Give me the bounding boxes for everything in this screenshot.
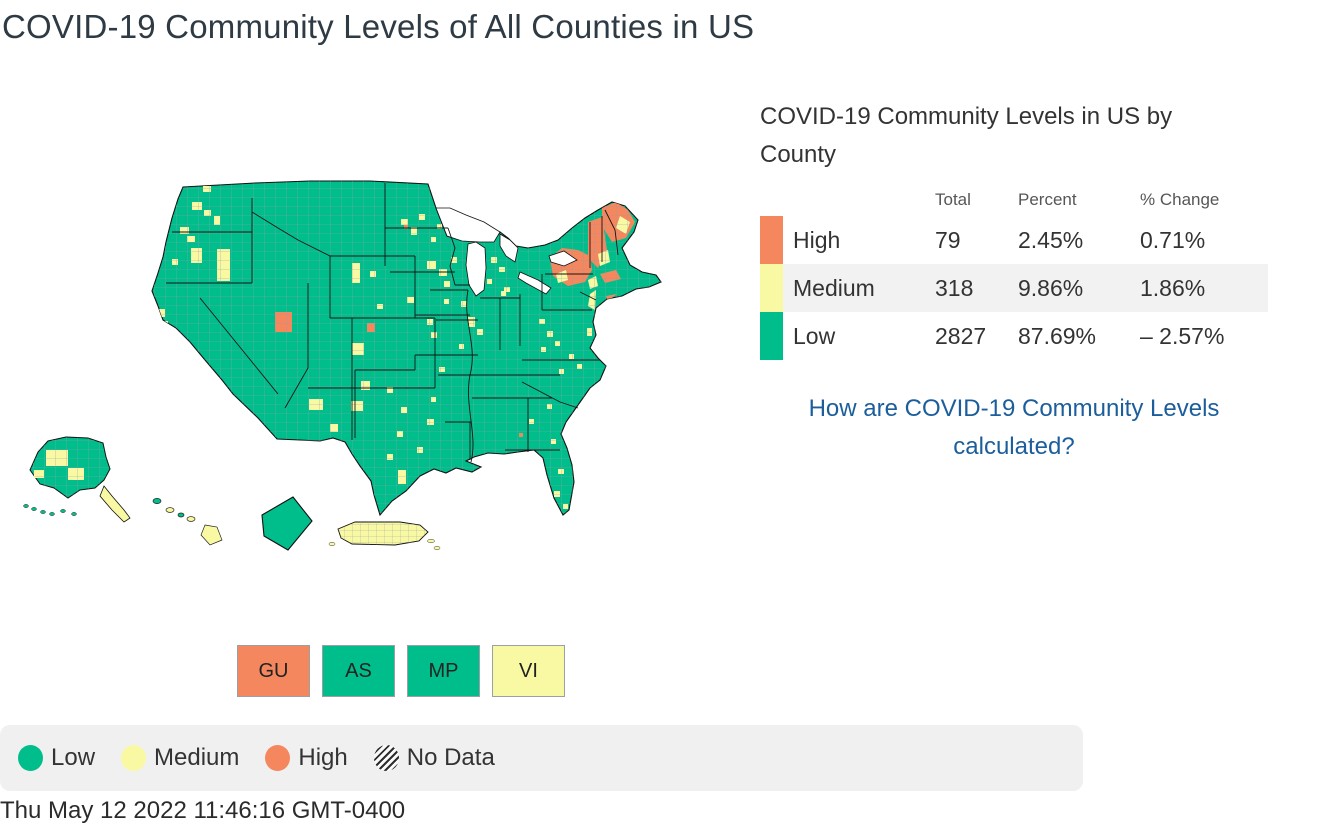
legend-item-medium: Medium <box>121 744 239 772</box>
table-row-medium: Medium 318 9.86% 1.86% <box>760 264 1268 312</box>
legend-label: No Data <box>406 744 495 771</box>
row-change: – 2.57% <box>1140 322 1225 349</box>
legend-label: Medium <box>154 744 240 771</box>
timestamp: Thu May 12 2022 11:46:16 GMT-0400 <box>0 797 406 824</box>
row-change: 1.86% <box>1140 264 1268 312</box>
legend-label: Low <box>51 744 96 771</box>
state-borders <box>166 183 619 463</box>
hawaii-region[interactable] <box>152 498 223 546</box>
territory-box-vi[interactable]: VI <box>492 645 565 697</box>
level-swatch-low <box>760 312 783 360</box>
legend-item-nodata: No Data <box>373 744 495 772</box>
table-row-high: High 79 2.45% 0.71% <box>760 216 1268 264</box>
dc-region[interactable] <box>261 496 313 551</box>
puerto-rico-region[interactable] <box>328 521 441 551</box>
table-header-row: Total Percent % Change <box>760 184 1268 216</box>
summary-panel: COVID-19 Community Levels in US by Count… <box>760 98 1268 360</box>
row-change: 0.71% <box>1140 226 1206 253</box>
aleutian-islands <box>23 504 77 516</box>
row-percent: 87.69% <box>1018 322 1097 349</box>
legend-item-low: Low <box>18 744 95 772</box>
territory-box-as[interactable]: AS <box>322 645 395 697</box>
map-legend: Low Medium High No Data <box>0 725 1083 791</box>
row-label: Low <box>793 322 836 349</box>
alaska-region[interactable] <box>23 436 131 523</box>
high-circle-icon <box>265 745 291 771</box>
col-header-percent: Percent <box>1018 190 1077 209</box>
col-header-total: Total <box>935 190 971 209</box>
row-total: 79 <box>935 226 961 253</box>
territory-box-gu[interactable]: GU <box>237 645 310 697</box>
hatched-circle-icon <box>373 745 399 771</box>
territory-box-mp[interactable]: MP <box>407 645 480 697</box>
table-row-low: Low 2827 87.69% – 2.57% <box>760 312 1268 360</box>
row-percent: 2.45% <box>1018 226 1084 253</box>
row-total: 2827 <box>935 322 987 349</box>
great-lakes <box>435 207 578 297</box>
low-circle-icon <box>18 745 43 771</box>
territory-boxes: GU AS MP VI <box>237 645 565 697</box>
legend-item-high: High <box>265 744 348 772</box>
page-title: COVID-19 Community Levels of All Countie… <box>2 8 755 45</box>
levels-table: Total Percent % Change High 79 2.45% 0.7… <box>760 184 1268 360</box>
community-levels-calculated-link[interactable]: How are COVID-19 Community Levels calcul… <box>808 395 1220 460</box>
row-label: High <box>793 226 841 253</box>
row-total: 318 <box>935 264 1018 312</box>
panel-title: COVID-19 Community Levels in US by Count… <box>760 103 1173 168</box>
col-header-change: % Change <box>1140 190 1220 209</box>
medium-circle-icon <box>121 745 147 771</box>
row-percent: 9.86% <box>1018 264 1140 312</box>
us-counties-map[interactable] <box>0 170 700 600</box>
level-swatch-medium <box>760 264 783 312</box>
legend-label: High <box>298 744 348 771</box>
county-grid <box>152 181 661 515</box>
level-swatch-high <box>760 216 783 264</box>
row-label: Medium <box>783 264 935 312</box>
